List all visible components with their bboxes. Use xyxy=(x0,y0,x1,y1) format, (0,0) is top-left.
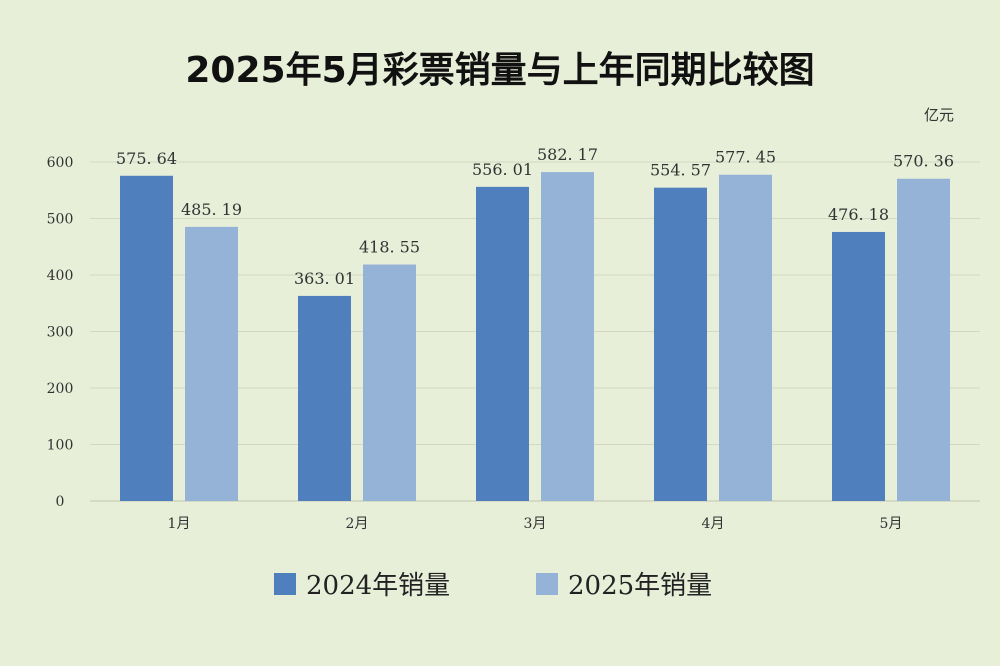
data-label: 582. 17 xyxy=(537,145,598,164)
legend-label-2: 2025年销量 xyxy=(568,571,712,601)
data-label: 575. 64 xyxy=(116,149,177,168)
bar-1-5 xyxy=(832,231,885,501)
legend-label-1: 2024年销量 xyxy=(306,571,450,601)
bar-2-3 xyxy=(541,172,594,501)
data-label: 556. 01 xyxy=(472,160,533,179)
legend: 2024年销量 2025年销量 xyxy=(274,571,712,601)
data-label: 485. 19 xyxy=(181,200,242,219)
x-tick-label: 1月 xyxy=(168,516,191,532)
bar-1-4 xyxy=(654,187,707,501)
bar-1-3 xyxy=(476,186,529,501)
legend-swatch-1 xyxy=(274,573,296,595)
data-label: 363. 01 xyxy=(294,269,355,288)
y-tick-label: 300 xyxy=(47,325,74,341)
unit-label: 亿元 xyxy=(924,106,954,124)
data-label: 577. 45 xyxy=(715,148,776,167)
x-tick-label: 2月 xyxy=(346,516,369,532)
data-label: 418. 55 xyxy=(359,238,420,257)
data-label: 570. 36 xyxy=(893,152,954,171)
gridlines xyxy=(90,161,980,502)
data-label: 476. 18 xyxy=(828,205,889,224)
bars xyxy=(120,172,950,502)
bar-2-1 xyxy=(185,226,238,501)
y-tick-label: 500 xyxy=(47,212,74,228)
x-axis-ticks: 1月 2月 3月 4月 5月 xyxy=(168,516,903,532)
bar-2-2 xyxy=(363,264,416,501)
chart-title: 2025年5月彩票销量与上年同期比较图 xyxy=(185,50,814,91)
x-tick-label: 3月 xyxy=(524,516,547,532)
x-tick-label: 5月 xyxy=(880,516,903,532)
y-tick-label: 100 xyxy=(47,438,74,454)
y-tick-label: 0 xyxy=(56,494,65,510)
y-tick-label: 200 xyxy=(47,381,74,397)
x-tick-label: 4月 xyxy=(702,516,725,532)
y-tick-label: 600 xyxy=(47,155,74,171)
data-label: 554. 57 xyxy=(650,161,711,180)
bar-2-5 xyxy=(897,178,950,502)
bar-1-2 xyxy=(298,295,351,501)
legend-swatch-2 xyxy=(536,573,558,595)
y-axis-ticks: 0 100 200 300 400 500 600 xyxy=(47,155,74,510)
bar-2-4 xyxy=(719,174,772,501)
bar-1-1 xyxy=(120,175,173,501)
y-tick-label: 400 xyxy=(47,268,74,284)
